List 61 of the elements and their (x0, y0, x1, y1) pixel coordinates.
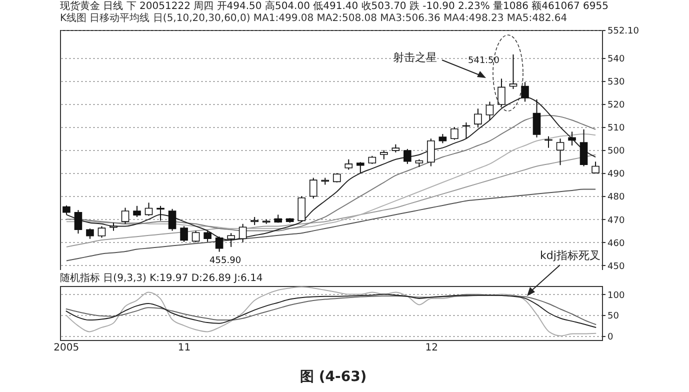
y-tick-label: 510 (608, 124, 625, 134)
annotation: 455.90 (210, 256, 242, 266)
candlestick (344, 158, 353, 170)
candlestick (86, 228, 94, 240)
y-tick-label: 100 (608, 290, 625, 301)
chart-subtitle: K线图 日移动平均线 日(5,10,20,30,60,0) MA1:499.08 MA2:508.08 MA3:506.36 MA4:498.23 MA5:482.64 (60, 12, 568, 24)
candlestick (404, 148, 412, 164)
candlestick (309, 177, 318, 200)
line-series (65, 286, 597, 336)
y-tick-label: 540 (608, 54, 625, 64)
candlestick (74, 210, 82, 234)
y-tick-label: 500 (608, 146, 625, 157)
candlestick (532, 98, 541, 138)
candlestick (204, 230, 212, 242)
y-tick-label: 50 (608, 312, 620, 322)
annotation: kdj指标死叉 (540, 248, 600, 263)
candlestick (474, 108, 482, 128)
candlestick (450, 126, 458, 140)
y-tick-label: 520 (608, 100, 625, 111)
candlestick (144, 202, 153, 216)
chart-title: 随机指标 日(9,3,3) K:19.97 D:26.89 J:6.14 (60, 272, 263, 284)
y-tick-label: 530 (608, 77, 625, 88)
candlestick (227, 232, 235, 248)
candlestick (121, 207, 130, 224)
y-tick-label: 470 (608, 216, 625, 226)
candlestick (521, 82, 529, 102)
candlestick (298, 196, 306, 222)
y-tick-label: 552.10 (608, 26, 640, 36)
candlestick (168, 208, 176, 232)
candlestick (556, 138, 564, 166)
x-tick-label: 12 (425, 342, 438, 354)
candlestick (427, 138, 435, 167)
chart-title: 现货黄金 日线 下 20051222 周四 开494.50 高504.00 低491.40 收503.70 跌 -10.90 2.23% 量1086 额461067 6955 (60, 0, 608, 12)
candlestick (509, 54, 518, 90)
x-tick-label: 2005 (54, 342, 80, 354)
candlestick (156, 205, 164, 222)
y-tick-label: 460 (608, 238, 625, 249)
text: 图 (4-63) (300, 368, 367, 386)
candlestick (180, 226, 188, 242)
candlestick (592, 161, 600, 174)
candlestick (568, 131, 576, 146)
candlestick (98, 226, 106, 238)
candlestick (380, 150, 388, 160)
candlestick (62, 204, 70, 216)
candlestick (356, 162, 364, 174)
x-tick-label: 11 (178, 342, 191, 354)
annotation: 541.50 (468, 56, 500, 66)
candlestick (580, 128, 588, 167)
candlestick (332, 172, 341, 183)
candlestick (438, 133, 447, 144)
y-tick-label: 450 (608, 262, 625, 272)
candlestick (486, 101, 494, 121)
candlestick (133, 205, 141, 218)
y-tick-label: 0 (608, 332, 614, 342)
candlestick (192, 230, 200, 243)
candlestick (215, 236, 224, 252)
annotation: 射击之星 (393, 50, 437, 65)
y-tick-label: 490 (608, 170, 625, 180)
candlestick (238, 223, 247, 243)
y-tick-label: 480 (608, 192, 625, 203)
candlestick (498, 78, 506, 107)
